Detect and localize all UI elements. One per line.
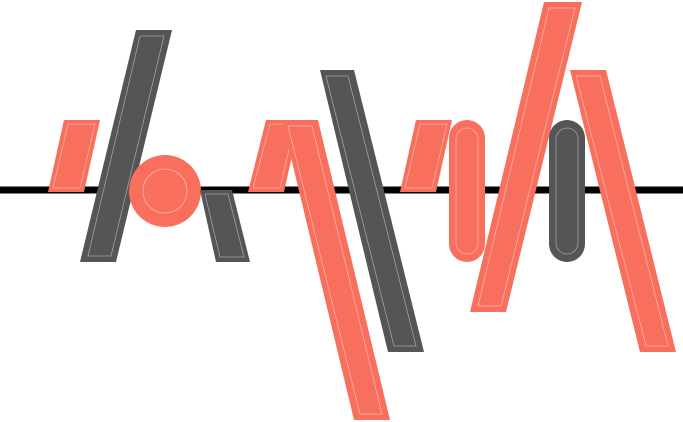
coral-slab-3-inline [404, 123, 448, 189]
coral-diagonal-long [282, 120, 390, 420]
gray-pill [549, 120, 585, 262]
shape-group-1 [48, 30, 250, 262]
gray-slab-tall-1 [80, 30, 172, 262]
coral-slab-3 [400, 120, 452, 192]
coral-circle-inline [142, 168, 188, 214]
gray-slab-small-inline [204, 193, 245, 258]
coral-diagonal-tall [470, 2, 582, 312]
coral-pill-inline [455, 127, 479, 255]
gray-diagonal-inline [325, 75, 417, 347]
shape-group-3 [400, 2, 676, 352]
coral-diagonal-right-inline [575, 75, 669, 347]
coral-slab-1 [48, 120, 100, 192]
coral-circle [129, 155, 201, 227]
gray-slab-small [200, 190, 250, 262]
coral-slab-1-inline [52, 123, 96, 189]
gray-pill-inline [555, 127, 579, 255]
coral-pill [449, 120, 485, 262]
coral-diagonal-tall-inline [477, 7, 576, 307]
gray-slab-tall-1-inline [87, 35, 165, 257]
coral-diagonal-long-inline [287, 125, 383, 415]
shape-group-2 [248, 70, 424, 420]
gray-diagonal [320, 70, 424, 352]
coral-diagonal-right [570, 70, 676, 352]
